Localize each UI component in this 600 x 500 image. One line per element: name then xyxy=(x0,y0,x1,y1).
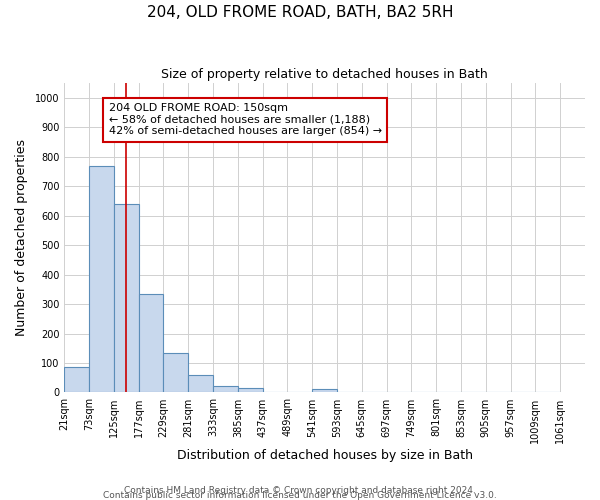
Bar xyxy=(64,368,89,392)
Bar xyxy=(139,294,163,392)
Text: 204 OLD FROME ROAD: 150sqm
← 58% of detached houses are smaller (1,188)
42% of s: 204 OLD FROME ROAD: 150sqm ← 58% of deta… xyxy=(109,103,382,136)
Bar xyxy=(114,204,139,392)
Bar xyxy=(238,388,263,392)
Bar xyxy=(89,166,114,392)
Title: Size of property relative to detached houses in Bath: Size of property relative to detached ho… xyxy=(161,68,488,80)
Bar xyxy=(312,390,337,392)
Bar xyxy=(163,352,188,393)
Bar xyxy=(188,376,213,392)
Text: Contains HM Land Registry data © Crown copyright and database right 2024.: Contains HM Land Registry data © Crown c… xyxy=(124,486,476,495)
Text: 204, OLD FROME ROAD, BATH, BA2 5RH: 204, OLD FROME ROAD, BATH, BA2 5RH xyxy=(147,5,453,20)
X-axis label: Distribution of detached houses by size in Bath: Distribution of detached houses by size … xyxy=(176,450,473,462)
Y-axis label: Number of detached properties: Number of detached properties xyxy=(15,139,28,336)
Bar xyxy=(213,386,238,392)
Text: Contains public sector information licensed under the Open Government Licence v3: Contains public sector information licen… xyxy=(103,490,497,500)
